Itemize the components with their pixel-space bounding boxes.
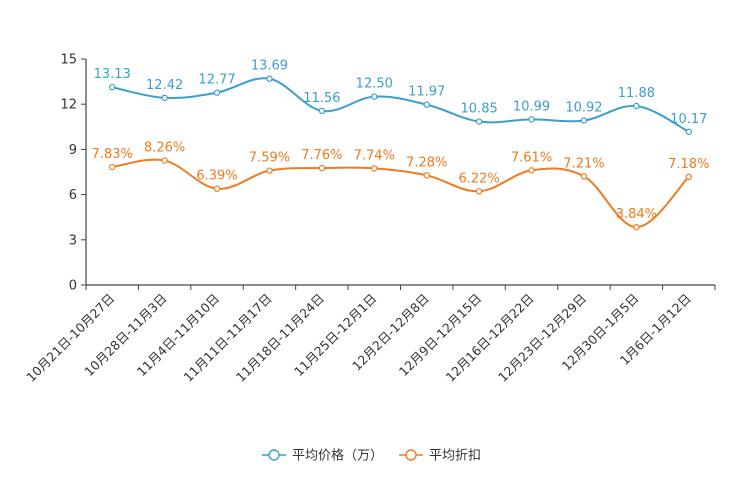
discount-point[interactable] — [685, 173, 692, 181]
discount-data-label: 8.26% — [144, 141, 185, 156]
axes: 0369121510月21日-10月27日10月28日-11月3日11月4日-1… — [23, 53, 716, 385]
legend-label: 平均折扣 — [429, 449, 481, 464]
y-tick-label: 12 — [60, 98, 77, 113]
discount-point[interactable] — [423, 172, 430, 179]
x-tick-label: 11月11日-11月17日 — [181, 291, 275, 385]
discount-data-label: 6.39% — [196, 169, 237, 184]
legend-label: 平均价格（万） — [292, 448, 383, 464]
discount-data-label: 7.21% — [563, 156, 604, 171]
legend[interactable]: 平均价格（万） 平均折扣 — [262, 448, 481, 464]
price-point[interactable] — [318, 107, 326, 115]
discount-point[interactable] — [580, 173, 588, 180]
price-data-label: 12.50 — [356, 77, 393, 92]
data-labels: 13.13 12.42 12.77 13.69 11.56 12.50 11.97 10.85… — [92, 59, 710, 222]
discount-point[interactable] — [213, 185, 221, 192]
price-point[interactable] — [580, 117, 588, 124]
price-data-label: 11.88 — [618, 86, 655, 101]
price-data-label: 11.56 — [303, 91, 340, 106]
price-data-label: 10.99 — [513, 99, 550, 114]
price-point[interactable] — [475, 118, 483, 125]
discount-point[interactable] — [266, 167, 273, 174]
discount-data-label: 7.83% — [92, 147, 133, 162]
y-tick-label: 0 — [69, 279, 77, 294]
series-lines — [112, 77, 690, 229]
y-tick-label: 15 — [60, 53, 77, 68]
discount-point[interactable] — [371, 165, 378, 172]
discount-data-label: 7.59% — [249, 151, 290, 166]
discount-point[interactable] — [475, 188, 483, 195]
x-tick-label: 12月16日-12月22日 — [443, 291, 537, 385]
price-point[interactable] — [685, 128, 692, 135]
discount-series-line — [112, 158, 690, 229]
price-point[interactable] — [528, 116, 535, 123]
price-point[interactable] — [109, 83, 116, 91]
price-data-label: 10.17 — [670, 112, 707, 127]
discount-point[interactable] — [161, 157, 168, 164]
y-tick-label: 3 — [69, 233, 77, 248]
discount-point[interactable] — [528, 167, 535, 174]
price-series-line — [112, 77, 690, 133]
price-point[interactable] — [213, 89, 221, 96]
y-tick-label: 6 — [69, 188, 77, 203]
price-point[interactable] — [161, 94, 168, 102]
price-data-label: 10.85 — [461, 102, 498, 117]
price-data-label: 13.13 — [94, 67, 131, 82]
price-point[interactable] — [266, 75, 273, 82]
discount-point[interactable] — [633, 223, 640, 231]
x-tick-label: 11月18日-11月24日 — [233, 291, 327, 385]
discount-data-label: 7.18% — [668, 157, 709, 172]
price-data-label: 11.97 — [408, 85, 445, 100]
discount-data-label: 7.74% — [354, 148, 395, 163]
discount-data-label: 7.76% — [301, 148, 342, 163]
price-data-label: 10.92 — [565, 100, 602, 115]
discount-data-label: 6.22% — [458, 171, 499, 186]
price-point[interactable] — [633, 102, 640, 110]
legend-marker-icon — [268, 449, 280, 461]
price-point[interactable] — [423, 101, 430, 108]
price-data-label: 12.42 — [146, 78, 183, 93]
discount-point[interactable] — [109, 163, 116, 171]
discount-data-label: 7.61% — [511, 150, 552, 165]
price-data-label: 12.77 — [198, 73, 235, 88]
discount-data-label: 3.84% — [616, 207, 657, 222]
legend-item-discount[interactable]: 平均折扣 — [399, 449, 481, 464]
discount-data-label: 7.28% — [406, 155, 447, 170]
x-tick-label: 12月23日-12月29日 — [495, 291, 589, 385]
data-points — [109, 75, 692, 231]
price-data-label: 13.69 — [251, 59, 288, 74]
legend-item-price[interactable]: 平均价格（万） — [262, 448, 383, 464]
x-tick-label: 10月21日-10月27日 — [23, 291, 117, 385]
price-point[interactable] — [371, 93, 378, 100]
discount-point[interactable] — [318, 164, 326, 172]
legend-marker-icon — [405, 449, 417, 461]
y-tick-label: 9 — [69, 143, 77, 158]
